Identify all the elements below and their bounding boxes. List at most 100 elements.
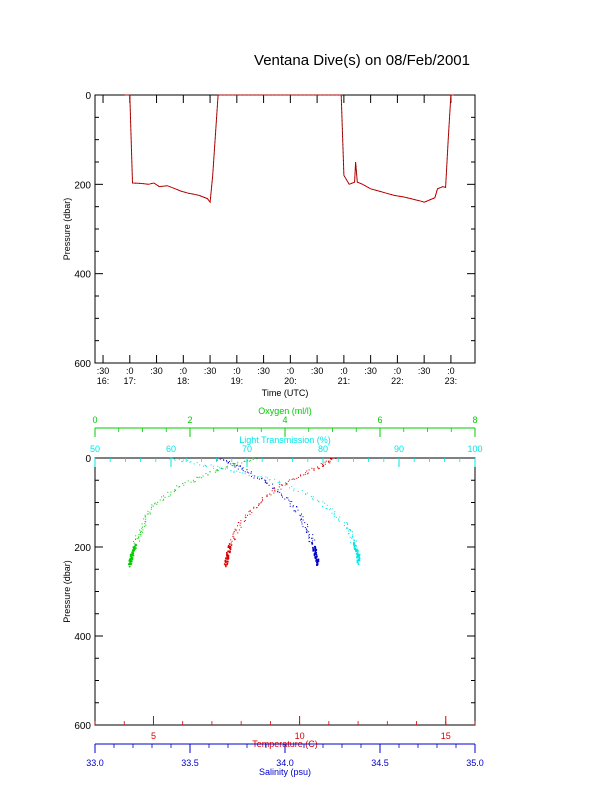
profile-point — [286, 483, 288, 485]
profile-point — [189, 461, 191, 463]
profile-point — [301, 513, 302, 515]
x-tick-label: :0 — [180, 366, 188, 376]
x-tick-label: :0 — [126, 366, 134, 376]
profile-point — [302, 526, 304, 528]
profile-point — [277, 489, 279, 491]
profile-point — [311, 537, 312, 539]
x-tick-label: :0 — [447, 366, 455, 376]
profile-point — [322, 464, 323, 466]
x-tick-label: :30 — [204, 366, 217, 376]
profile-point — [314, 556, 316, 558]
profile-point — [347, 524, 349, 526]
profile-point — [230, 539, 232, 541]
x-tick-label: :30 — [311, 366, 324, 376]
profile-point — [317, 558, 320, 561]
profile-point — [266, 482, 268, 484]
profile-point — [304, 474, 306, 475]
x-tick-label: :30 — [418, 366, 431, 376]
profile-point — [356, 553, 359, 556]
profile-point — [313, 469, 315, 471]
profile-point — [132, 549, 134, 551]
profile-point — [291, 478, 293, 480]
profile-point — [332, 508, 334, 510]
profile-point — [315, 552, 317, 554]
profile-point — [219, 458, 221, 460]
profile-point — [224, 561, 227, 564]
x-axis-label: Time (UTC) — [262, 388, 309, 398]
profile-point — [169, 457, 171, 459]
profile-point — [261, 477, 263, 479]
profile-point — [133, 548, 135, 550]
profile-point — [272, 487, 274, 489]
profile-point — [335, 458, 337, 459]
profile-point — [144, 514, 146, 516]
profile-point — [217, 469, 219, 471]
profile-point — [307, 472, 309, 474]
profile-point — [346, 522, 348, 524]
axis-tick-label: 60 — [166, 444, 176, 454]
profile-point — [317, 467, 319, 469]
profile-point — [135, 547, 137, 549]
profile-point — [239, 524, 241, 526]
profile-point — [338, 518, 340, 520]
profile-point — [202, 475, 204, 477]
profile-point — [168, 495, 170, 497]
profile-point — [247, 459, 249, 461]
profile-point — [313, 468, 315, 470]
profile-point — [227, 556, 229, 558]
profile-point — [289, 505, 291, 507]
profile-point — [307, 473, 309, 475]
profile-point — [133, 550, 135, 552]
profile-point — [228, 462, 229, 463]
profile-point — [325, 460, 327, 462]
profile-point — [313, 554, 316, 556]
profile-point — [178, 486, 180, 488]
profile-point — [266, 482, 267, 484]
profile-point — [145, 524, 147, 526]
profile-point — [226, 553, 229, 556]
profile-point — [133, 545, 136, 548]
profile-point — [149, 511, 151, 513]
profile-point — [139, 540, 140, 542]
chart-title: Ventana Dive(s) on 08/Feb/2001 — [254, 52, 470, 69]
profile-point — [174, 489, 176, 491]
profile-point — [154, 503, 156, 505]
profile-point — [306, 529, 308, 531]
profile-point — [294, 478, 296, 480]
profile-point — [241, 472, 243, 474]
profile-point — [228, 543, 231, 545]
profile-point — [226, 467, 228, 469]
profile-point — [254, 475, 256, 477]
x-tick-label: 19: — [231, 376, 244, 386]
profile-point — [346, 527, 348, 529]
profile-point — [333, 512, 335, 514]
profile-point — [316, 564, 318, 566]
profile-point — [281, 495, 283, 497]
profile-point — [305, 528, 307, 530]
profile-point — [334, 516, 336, 518]
axis-tick-label: 10 — [295, 731, 305, 741]
profile-point — [316, 559, 318, 562]
axis-tick-label: 34.0 — [276, 758, 294, 768]
profile-point — [352, 531, 353, 533]
profile-point — [292, 506, 294, 508]
profile-point — [173, 458, 175, 460]
profile-point — [130, 553, 133, 556]
profile-point — [249, 513, 251, 515]
profile-point — [233, 470, 235, 472]
profile-point — [144, 516, 146, 518]
profile-point — [358, 553, 361, 556]
profile-point — [231, 540, 233, 542]
profile-point — [233, 463, 235, 465]
pressure-time-line-dark — [124, 94, 454, 203]
y-tick-label: 200 — [74, 543, 91, 554]
profile-point — [356, 555, 359, 557]
profile-point — [355, 553, 358, 555]
profile-point — [227, 550, 229, 553]
profile-point — [184, 482, 186, 484]
profile-point — [139, 532, 141, 534]
profile-point — [182, 459, 184, 461]
profile-point — [312, 499, 314, 501]
profile-point — [296, 506, 298, 508]
profile-point — [351, 537, 353, 539]
